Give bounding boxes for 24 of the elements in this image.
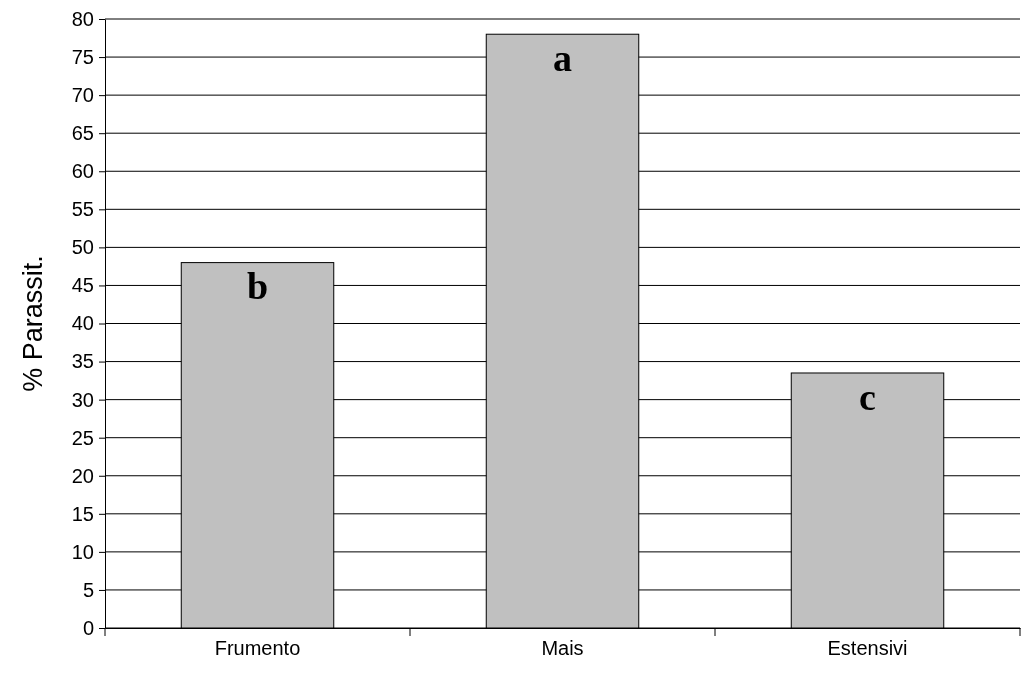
y-tick-label: 60 xyxy=(71,160,94,183)
annotation: a xyxy=(553,36,572,79)
y-tick-label: 0 xyxy=(82,616,94,639)
y-tick-label: 40 xyxy=(71,312,94,335)
y-tick-label: 65 xyxy=(71,122,94,145)
y-tick-label: 15 xyxy=(71,502,94,525)
y-tick-label: 30 xyxy=(71,388,94,411)
x-tick-label: Frumento xyxy=(214,637,301,659)
y-tick-label: 50 xyxy=(71,236,94,259)
y-tick-label: 45 xyxy=(71,274,94,297)
annotation: c xyxy=(859,375,876,418)
x-tick-label: Mais xyxy=(541,637,584,659)
y-tick-label: 80 xyxy=(71,7,94,30)
y-tick-label: 35 xyxy=(71,350,94,373)
x-tick-label: Estensivi xyxy=(827,637,908,659)
annotation: b xyxy=(246,265,269,308)
y-tick-label: 25 xyxy=(71,426,94,449)
y-tick-label: 20 xyxy=(71,464,94,487)
y-tick-label: 5 xyxy=(82,578,94,601)
y-tick-label: 70 xyxy=(71,84,94,107)
y-tick-label: 55 xyxy=(71,198,94,221)
y-tick-label: 75 xyxy=(71,45,94,68)
y-axis-title: % Parassit. xyxy=(18,255,48,392)
y-tick-label: 10 xyxy=(71,540,94,563)
